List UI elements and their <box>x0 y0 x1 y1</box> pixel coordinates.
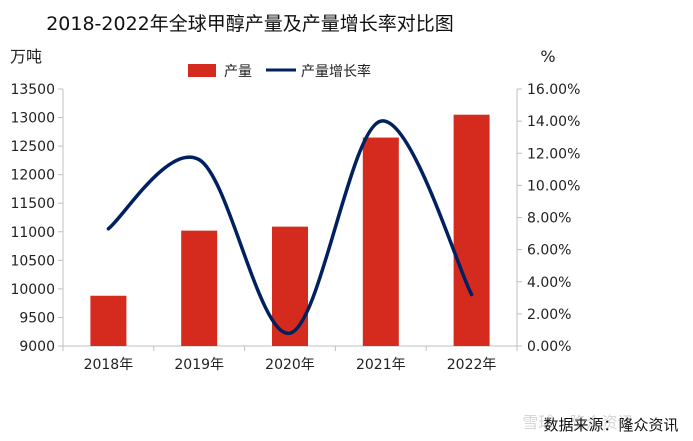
y-right-tick-label: 12.00% <box>527 146 580 162</box>
y-right-tick-label: 8.00% <box>527 211 571 227</box>
x-tick-label: 2020年 <box>265 357 315 373</box>
y-right-tick-label: 16.00% <box>527 82 580 98</box>
line-point-2018年 <box>106 227 110 231</box>
y-left-tick-label: 13000 <box>10 111 55 127</box>
tick-labels: 9000 9500 10000 10500 11000 11500 12000 12500 13… <box>10 82 580 373</box>
line-point-2019年 <box>197 158 201 162</box>
legend: 产量 产量增长率 <box>188 63 371 80</box>
y-right-tick-label: 4.00% <box>527 275 571 291</box>
line-series <box>106 119 474 335</box>
bar-series <box>90 114 490 346</box>
chart-title: 2018-2022年全球甲醇产量及产量增长率对比图 <box>46 13 454 35</box>
y-left-tick-label: 11000 <box>10 225 55 241</box>
y-left-tick-label: 9000 <box>19 339 55 355</box>
x-tick-label: 2019年 <box>174 357 224 373</box>
bar-2018年 <box>90 295 127 346</box>
bar-2021年 <box>362 137 399 346</box>
y-left-unit-label: 万吨 <box>10 47 42 66</box>
x-tick-label: 2021年 <box>356 357 406 373</box>
y-right-tick-label: 6.00% <box>527 243 571 259</box>
y-left-tick-label: 12500 <box>10 139 55 155</box>
x-tick-label: 2018年 <box>84 357 134 373</box>
growth-rate-line <box>106 119 474 335</box>
watermark: 雪球 · 隆众资讯 <box>522 413 633 432</box>
bar-2022年 <box>453 114 490 346</box>
y-right-tick-label: 0.00% <box>527 339 571 355</box>
legend-bar-label: 产量 <box>224 64 252 80</box>
y-left-tick-label: 11500 <box>10 196 55 212</box>
y-left-tick-label: 12000 <box>10 168 55 184</box>
y-left-tick-label: 9500 <box>19 310 55 326</box>
legend-line-label: 产量增长率 <box>301 63 371 80</box>
x-tick-label: 2022年 <box>447 357 497 373</box>
bar-2019年 <box>181 230 218 346</box>
line-point-2021年 <box>379 119 383 123</box>
y-right-tick-label: 14.00% <box>527 114 580 130</box>
source-note: 数据来源：隆众资讯 <box>543 416 678 434</box>
y-right-unit-label: % <box>540 47 555 66</box>
y-right-tick-label: 2.00% <box>527 307 571 323</box>
y-left-tick-label: 13500 <box>10 82 55 98</box>
line-point-2022年 <box>470 293 474 297</box>
y-right-tick-label: 10.00% <box>527 178 580 194</box>
legend-bar-swatch <box>188 64 216 77</box>
y-left-tick-label: 10500 <box>10 253 55 269</box>
line-point-2020年 <box>288 331 292 335</box>
y-left-tick-label: 10000 <box>10 282 55 298</box>
